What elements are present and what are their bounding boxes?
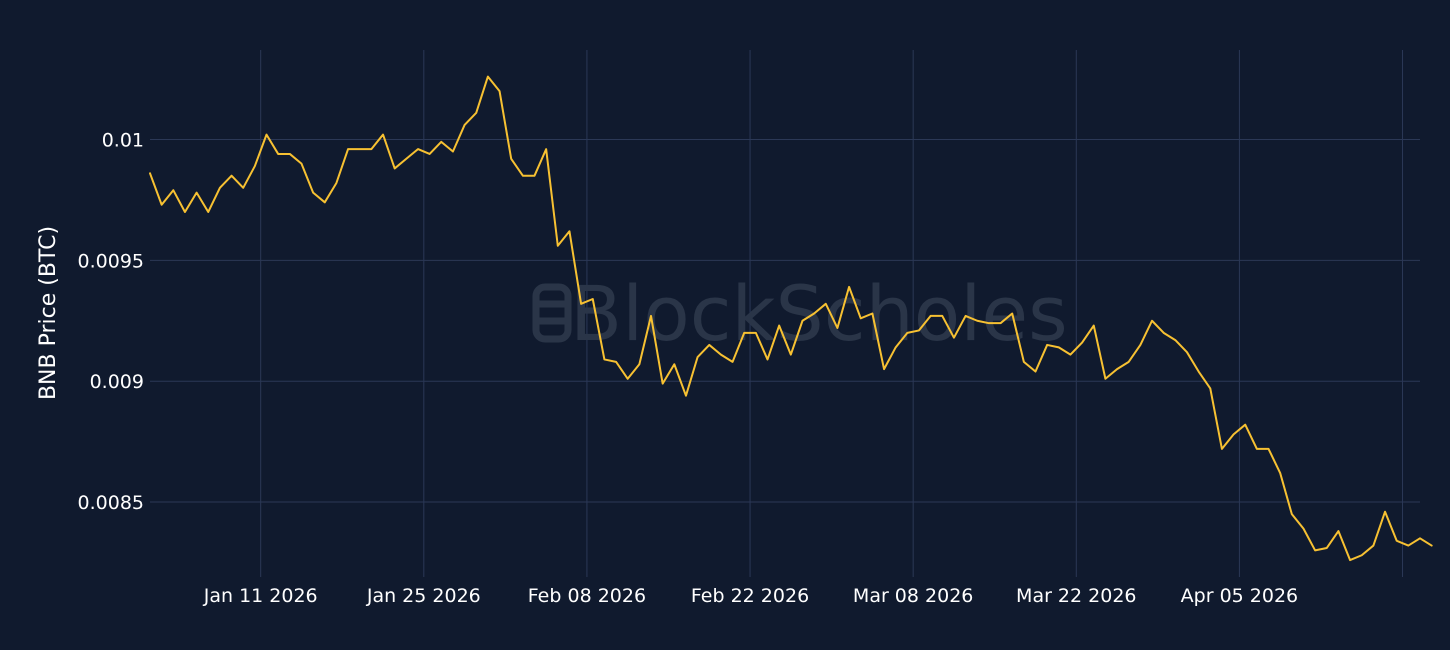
x-tick-label-4: Mar 08 2026 xyxy=(853,585,973,607)
x-axis-tick-labels: Jan 11 2026 Jan 25 2026 Feb 08 2026 Feb 22 … xyxy=(203,585,1298,607)
y-axis-tick-labels: 0.0085 0.009 0.0095 0.01 xyxy=(78,129,144,514)
watermark-text: BlockScholes xyxy=(570,269,1068,358)
watermark: BlockScholes xyxy=(532,269,1068,358)
y-tick-label-2: 0.0095 xyxy=(78,250,144,272)
x-tick-label-5: Mar 22 2026 xyxy=(1016,585,1136,607)
y-axis-title: BNB Price (BTC) xyxy=(36,226,61,400)
x-tick-label-6: Apr 05 2026 xyxy=(1181,585,1298,607)
y-tick-label-3: 0.01 xyxy=(102,129,144,151)
x-tick-label-3: Feb 22 2026 xyxy=(691,585,809,607)
y-tick-label-1: 0.009 xyxy=(90,371,144,393)
x-tick-label-1: Jan 25 2026 xyxy=(366,585,481,607)
grid-lines xyxy=(150,50,1420,577)
y-tick-label-0: 0.0085 xyxy=(78,492,144,514)
x-tick-label-2: Feb 08 2026 xyxy=(528,585,646,607)
series-layer xyxy=(149,75,1433,562)
series-line-0 xyxy=(149,75,1433,562)
watermark-logo-icon xyxy=(532,283,572,343)
x-tick-label-0: Jan 11 2026 xyxy=(203,585,318,607)
